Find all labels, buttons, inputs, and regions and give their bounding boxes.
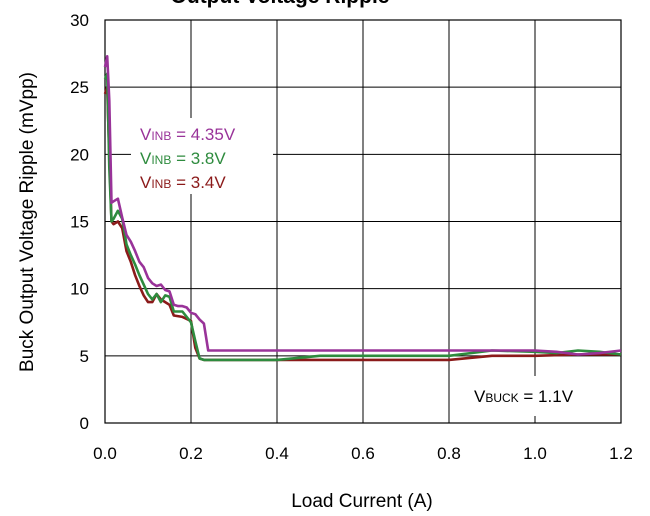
vbuck-box <box>462 376 620 416</box>
x-tick-label: 0.2 <box>179 444 203 463</box>
chart-series <box>103 54 622 362</box>
chart-title: Output Voltage Ripple <box>171 0 390 8</box>
series-line <box>103 54 622 356</box>
y-tick-label: 10 <box>70 280 89 299</box>
chart-grid <box>104 19 622 424</box>
y-tick-label: 30 <box>70 11 89 30</box>
x-tick-label: 0.8 <box>437 444 461 463</box>
series-line <box>103 85 621 362</box>
x-tick-label: 0.4 <box>265 444 289 463</box>
vbuck-annotation: VBUCK = 1.1V <box>462 376 620 416</box>
x-tick-label: 1.0 <box>523 444 547 463</box>
x-tick-label: 0.0 <box>93 444 117 463</box>
y-axis-label: Buck Output Voltage Ripple (mVpp) <box>17 72 38 372</box>
y-tick-label: 0 <box>80 414 89 433</box>
legend-entry: VINB = 3.8V <box>140 149 226 168</box>
x-tick-label: 0.6 <box>351 444 375 463</box>
vbuck-text: VBUCK = 1.1V <box>474 387 574 406</box>
plot-frame <box>104 19 622 424</box>
legend: VINB = 4.35V VINB = 3.8V VINB = 3.4V <box>131 118 273 194</box>
x-axis-label: Load Current (A) <box>291 491 433 512</box>
legend-entry: VINB = 4.35V <box>140 125 236 144</box>
x-axis-ticks: 0.0 0.2 0.4 0.6 0.8 1.0 1.2 <box>93 444 633 463</box>
y-tick-label: 5 <box>80 347 89 366</box>
y-axis-ticks: 0 5 10 15 20 25 30 <box>70 11 89 433</box>
y-tick-label: 15 <box>70 213 89 232</box>
y-tick-label: 25 <box>70 78 89 97</box>
x-tick-label: 1.2 <box>609 444 633 463</box>
legend-box <box>131 118 273 194</box>
legend-entry: VINB = 3.4V <box>140 173 226 192</box>
y-tick-label: 20 <box>70 145 89 164</box>
